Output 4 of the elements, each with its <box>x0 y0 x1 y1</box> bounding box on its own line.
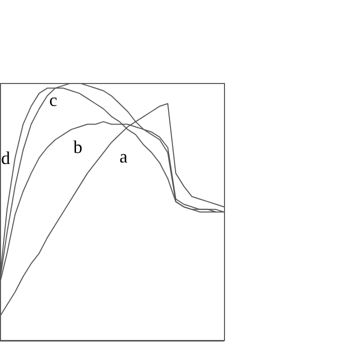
series-label: d <box>1 148 10 168</box>
series-label: a <box>120 146 128 166</box>
series-label: b <box>73 136 82 157</box>
series-label: c <box>49 90 58 110</box>
